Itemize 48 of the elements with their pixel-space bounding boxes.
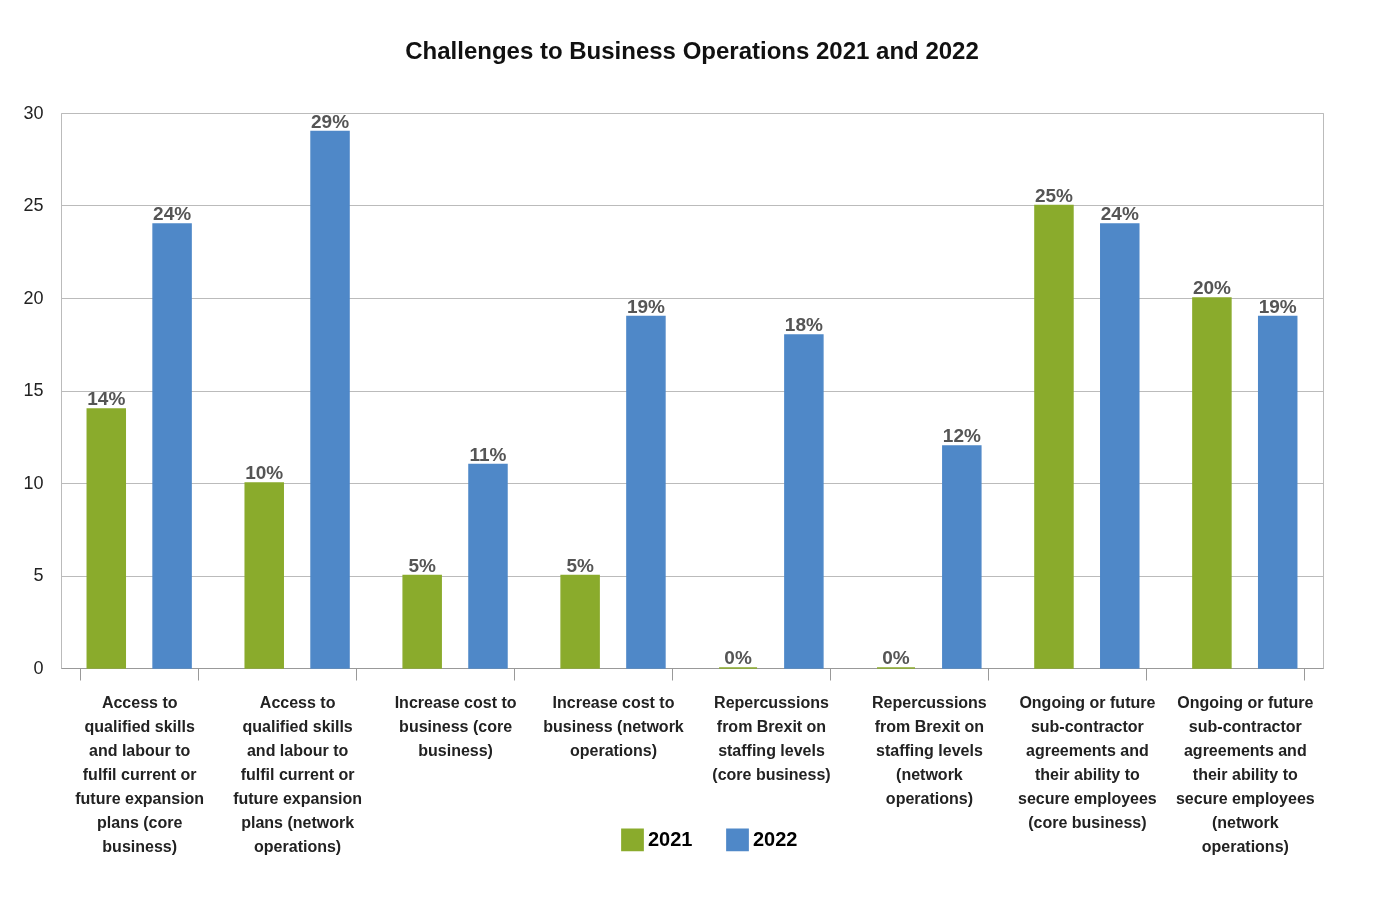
y-tick-label: 5 xyxy=(33,565,44,585)
bar xyxy=(1034,204,1074,669)
data-label: 19% xyxy=(1258,295,1297,317)
data-label: 19% xyxy=(626,295,666,317)
bar xyxy=(942,445,982,669)
legend-label: 2021 xyxy=(648,827,693,850)
legend-label: 2022 xyxy=(753,827,798,850)
x-tick-label: Access to qualified skills and labour to fulfil current or future expansion plans (network operations) xyxy=(233,693,363,855)
bar xyxy=(626,315,666,669)
data-label: 29% xyxy=(311,110,350,132)
x-tick-label: Ongoing or future sub-contractor agreements and their ability to secure employees (core business) xyxy=(1017,693,1157,831)
bar xyxy=(310,130,350,669)
bar xyxy=(86,408,127,669)
data-label: 5% xyxy=(566,554,594,576)
data-label: 10% xyxy=(245,462,284,483)
y-tick-label: 10 xyxy=(23,472,44,493)
bar xyxy=(1257,315,1298,669)
y-tick-label: 20 xyxy=(23,287,44,308)
data-label: 0% xyxy=(882,647,910,668)
x-tick-label: Repercussions from Brexit on staffing levels (core business) xyxy=(712,693,831,783)
data-label: 18% xyxy=(784,314,823,335)
data-label: 14% xyxy=(87,388,126,409)
x-tick-label: Ongoing or future sub-contractor agreements and their ability to secure employees (network operations) xyxy=(1175,693,1315,855)
bar xyxy=(1192,297,1232,669)
chart-title: Challenges to Business Operations 2021 and 2022 xyxy=(405,37,979,64)
data-label: 24% xyxy=(1100,203,1139,224)
x-tick-label: Increase cost to business (core business) xyxy=(394,693,517,759)
y-tick-label: 30 xyxy=(23,102,44,123)
bar xyxy=(468,463,508,669)
data-label: 25% xyxy=(1034,184,1074,206)
y-tick-label: 15 xyxy=(23,380,44,400)
x-tick-label: Access to qualified skills and labour to fulfil current or future expansion plans (core business) xyxy=(75,693,205,855)
y-tick-label: 0 xyxy=(33,657,44,678)
bar xyxy=(152,223,192,669)
data-label: 12% xyxy=(942,425,981,446)
bar xyxy=(560,574,600,669)
data-label: 20% xyxy=(1192,277,1232,298)
data-label: 0% xyxy=(724,647,752,668)
x-tick-label: Increase cost to business (network operations) xyxy=(543,693,684,759)
y-tick-label: 25 xyxy=(23,195,44,215)
data-label: 24% xyxy=(153,203,192,224)
data-label: 11% xyxy=(469,443,507,465)
bar xyxy=(1100,223,1140,669)
data-label: 5% xyxy=(408,554,437,576)
bar xyxy=(784,334,824,669)
x-tick-label: Repercussions from Brexit on staffing levels (network operations) xyxy=(872,693,987,807)
bar xyxy=(402,574,442,669)
bar xyxy=(244,482,284,669)
